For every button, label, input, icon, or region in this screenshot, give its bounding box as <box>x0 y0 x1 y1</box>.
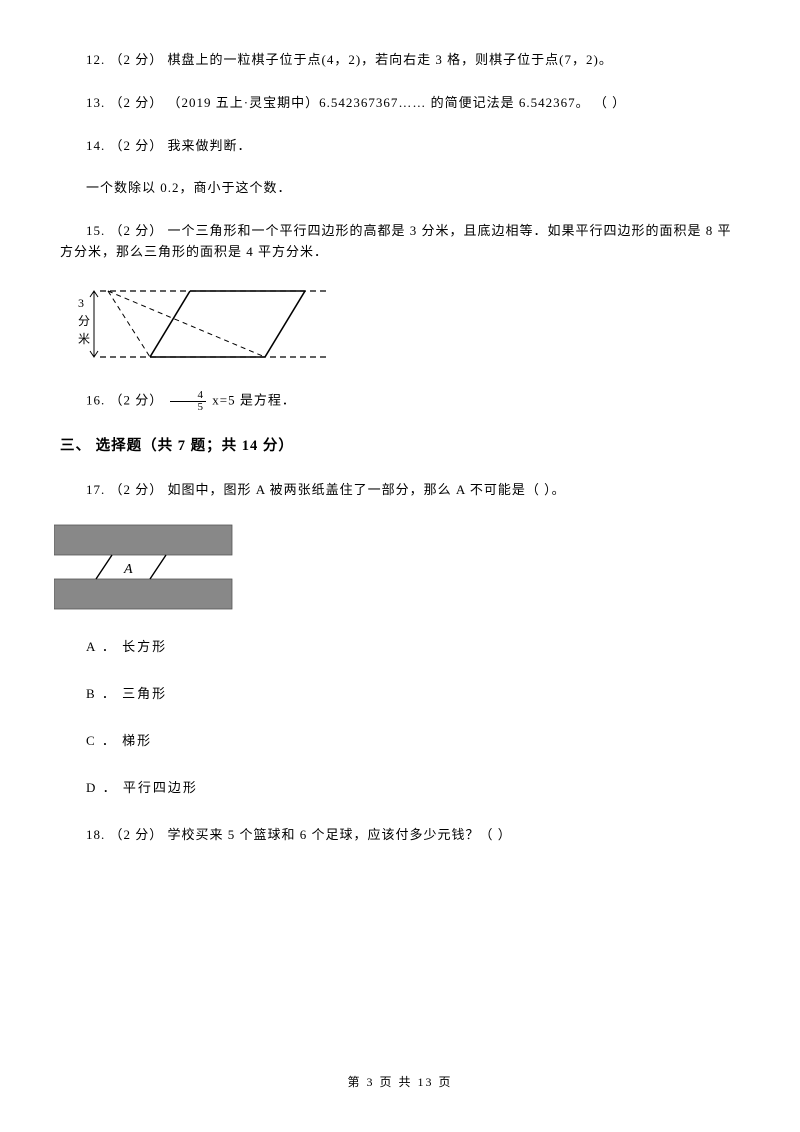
section-3-title: 三、 选择题（共 7 题；共 14 分） <box>60 435 740 458</box>
q15-text: 15. （2 分） 一个三角形和一个平行四边形的高都是 3 分米，且底边相等．如… <box>60 223 732 259</box>
fraction-4-5: 4 5 <box>170 390 207 413</box>
height-label-3: 3 <box>78 296 84 310</box>
figure-triangle-parallelogram: 3 分 米 <box>70 285 740 372</box>
question-17: 17. （2 分） 如图中，图形 A 被两张纸盖住了一部分，那么 A 不可能是（… <box>60 480 740 501</box>
question-16: 16. （2 分） 4 5 x=5 是方程． <box>60 390 740 413</box>
question-14-sub: 一个数除以 0.2，商小于这个数． <box>60 178 740 199</box>
fraction-denominator: 5 <box>170 402 207 413</box>
question-18: 18. （2 分） 学校买来 5 个篮球和 6 个足球，应该付多少元钱？（ ） <box>60 825 740 846</box>
q16-post: x=5 是方程． <box>212 392 296 407</box>
question-14: 14. （2 分） 我来做判断． <box>60 136 740 157</box>
option-17-C[interactable]: C ． 梯形 <box>86 731 740 752</box>
question-15: 15. （2 分） 一个三角形和一个平行四边形的高都是 3 分米，且底边相等．如… <box>60 221 740 263</box>
option-17-D[interactable]: D ． 平行四边形 <box>86 778 740 799</box>
question-13: 13. （2 分） （2019 五上·灵宝期中）6.542367367…… 的简… <box>60 93 740 114</box>
height-label-mi: 米 <box>78 332 90 346</box>
option-17-A[interactable]: A ． 长方形 <box>86 637 740 658</box>
page-footer: 第 3 页 共 13 页 <box>0 1073 800 1092</box>
question-12: 12. （2 分） 棋盘上的一粒棋子位于点(4，2)，若向右走 3 格，则棋子位… <box>60 50 740 71</box>
shape-label-A: A <box>123 562 133 577</box>
q16-pre: 16. （2 分） <box>86 392 168 407</box>
height-label-fen: 分 <box>78 314 90 328</box>
figure-covered-shape: A <box>70 523 740 620</box>
fraction-numerator: 4 <box>170 390 207 402</box>
option-17-B[interactable]: B ． 三角形 <box>86 684 740 705</box>
